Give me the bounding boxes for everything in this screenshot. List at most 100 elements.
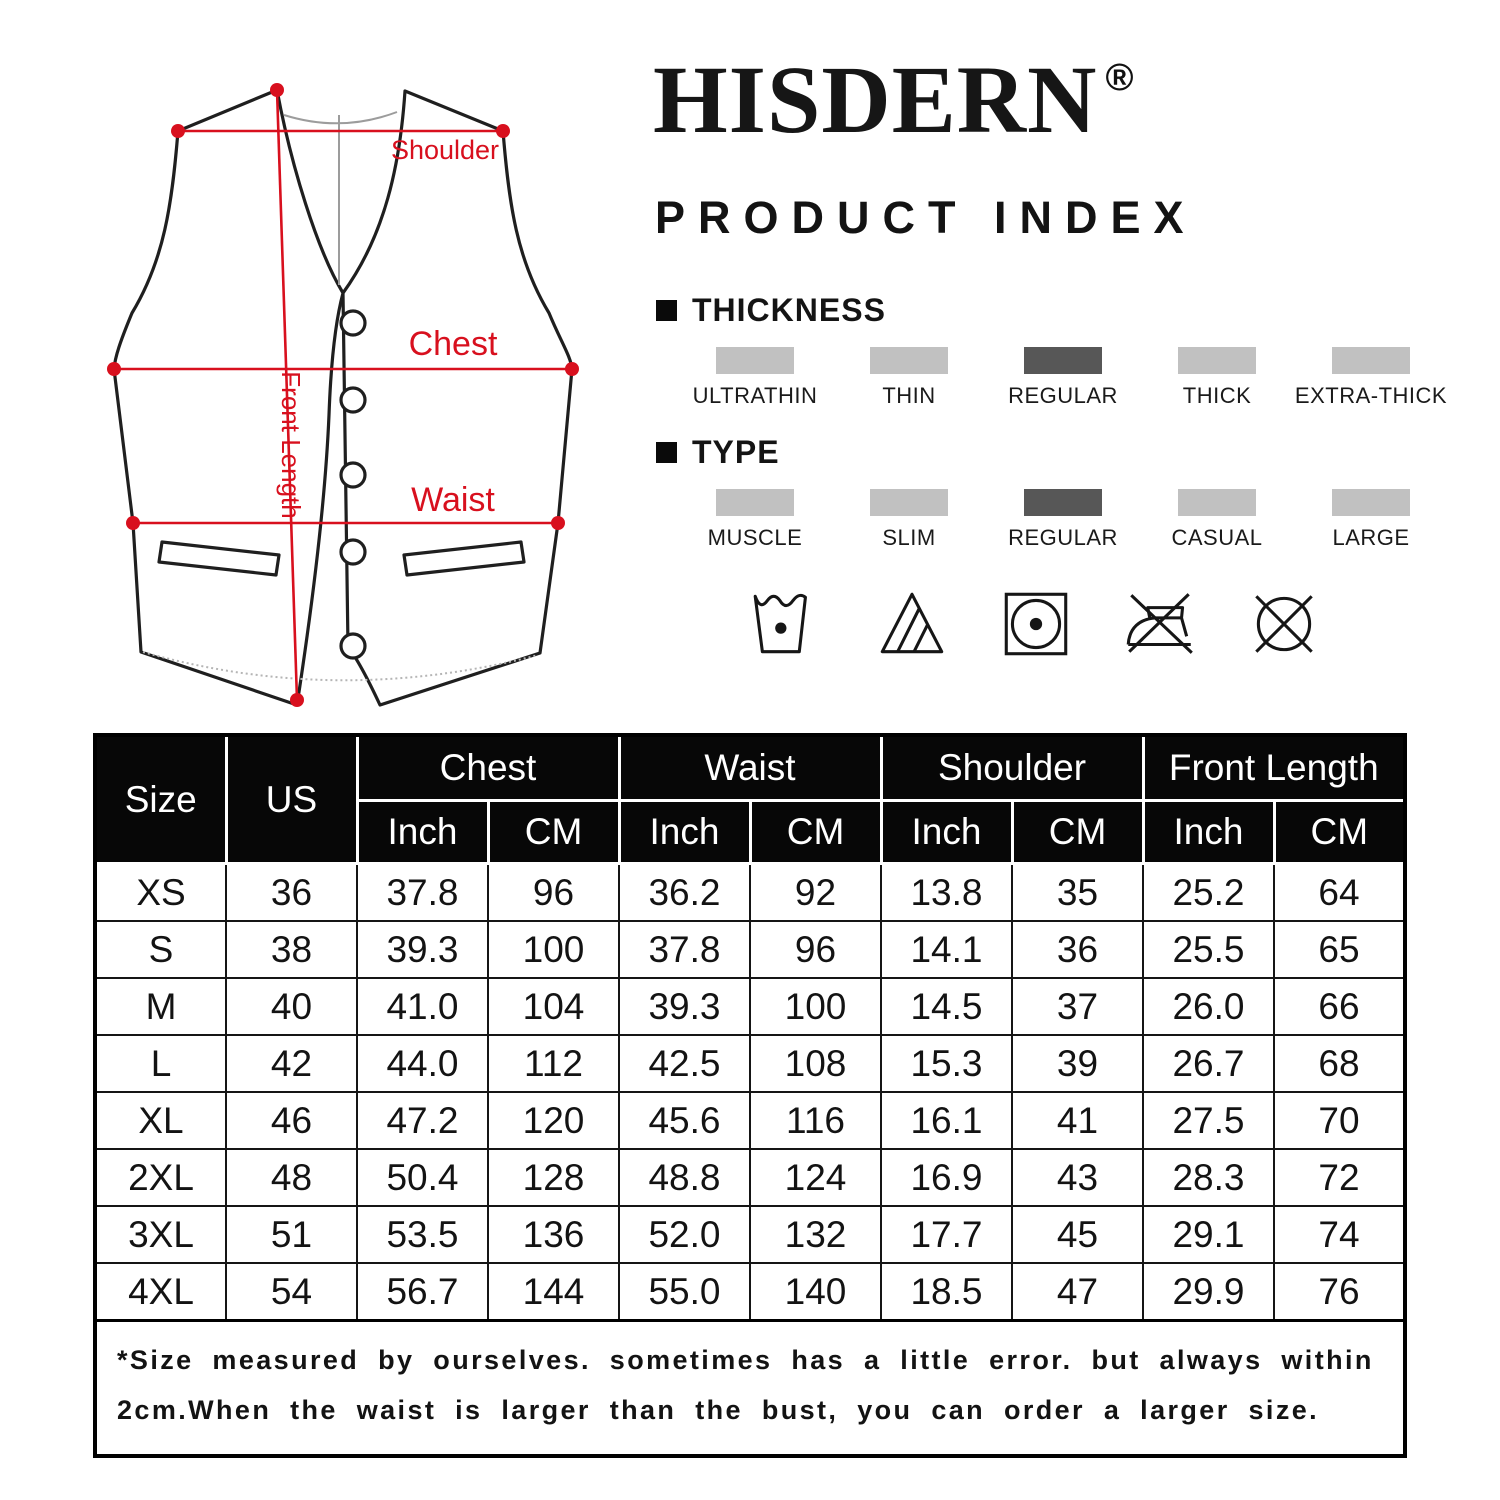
swatch (870, 489, 948, 516)
subheader-inch: Inch (1141, 799, 1276, 865)
measurement-cell: 51 (225, 1205, 358, 1264)
measure-dot (565, 362, 579, 376)
bullet-square-icon (656, 300, 677, 321)
vest-buttons (339, 309, 367, 660)
vest-right-panel (341, 89, 574, 707)
measurement-cell: 40 (225, 977, 358, 1036)
button (339, 461, 367, 489)
swatch-label: EXTRA-THICK (1294, 383, 1448, 408)
measurement-cell: 27.5 (1142, 1091, 1275, 1150)
size-row-4xl: 4XL 54 56.7 144 55.0 140 18.5 47 29.9 76 (94, 1262, 1406, 1322)
size-row-m: M 40 41.0 104 39.3 100 14.5 37 26.0 66 (94, 977, 1406, 1036)
measurement-cell: 47.2 (356, 1091, 489, 1150)
care-cell (974, 583, 1098, 665)
size-cell: M (94, 977, 227, 1036)
measure-dot (126, 516, 140, 530)
size-row-2xl: 2XL 48 50.4 128 48.8 124 16.9 43 28.3 72 (94, 1148, 1406, 1207)
type-section-header: TYPE (656, 434, 780, 471)
right-pocket (402, 540, 526, 577)
header-front-length: Front Length (1141, 733, 1407, 802)
measurement-cell: 144 (487, 1262, 620, 1322)
size-note-line-2: 2cm.When the waist is larger than the bu… (117, 1394, 1320, 1425)
option-regular: REGULAR (986, 347, 1140, 409)
collar-back-seam (283, 111, 398, 125)
measurement-cell: 45 (1011, 1205, 1144, 1264)
swatch-selected (1024, 347, 1102, 374)
swatch-label: SLIM (882, 525, 936, 550)
swatch (716, 347, 794, 374)
measurement-cell: 48.8 (618, 1148, 751, 1207)
care-cell (850, 583, 974, 665)
measurement-cell: 36 (1011, 920, 1144, 979)
do-not-dry-clean-icon (1255, 595, 1313, 653)
registered-trademark-icon: ® (1105, 57, 1134, 99)
subheader-cm: CM (1272, 799, 1407, 865)
header-us: US (224, 733, 359, 865)
measurement-cell: 124 (749, 1148, 882, 1207)
swatch-label: THICK (1182, 383, 1252, 408)
measurement-cell: 136 (487, 1205, 620, 1264)
bullet-square-icon (656, 442, 677, 463)
measurement-cell: 42.5 (618, 1034, 751, 1093)
button (339, 309, 367, 337)
care-cell (1098, 583, 1222, 665)
size-row-s: S 38 39.3 100 37.8 96 14.1 36 25.5 65 (94, 920, 1406, 979)
measurement-cell: 16.1 (880, 1091, 1013, 1150)
front-length-label: Front Length (276, 371, 306, 518)
button (339, 386, 367, 414)
measurement-cell: 41.0 (356, 977, 489, 1036)
brand-logo: HISDERN (653, 46, 1098, 153)
option-large: LARGE (1294, 489, 1448, 551)
size-chart-body: XS 36 37.8 96 36.2 92 13.8 35 25.2 64 S 38 39.3 100 37… (94, 862, 1406, 1322)
brand-block: HISDERN ® (653, 50, 1133, 150)
type-scale: MUSCLE SLIM REGULAR CASUAL LARGE (678, 489, 1448, 551)
measurement-overlay: Shoulder Chest Waist Front Length (107, 83, 579, 707)
option-slim: SLIM (832, 489, 986, 551)
header-chest: Chest (355, 733, 621, 802)
measurement-cell: 18.5 (880, 1262, 1013, 1322)
measurement-cell: 35 (1011, 862, 1144, 922)
measurement-cell: 55.0 (618, 1262, 751, 1322)
measurement-cell: 46 (225, 1091, 358, 1150)
size-cell: 3XL (94, 1205, 227, 1264)
measurement-cell: 96 (487, 862, 620, 922)
size-cell: S (94, 920, 227, 979)
swatch (1178, 489, 1256, 516)
measurement-cell: 37 (1011, 977, 1144, 1036)
shoulder-label: Shoulder (391, 135, 499, 165)
vest-left-panel (112, 88, 345, 707)
thickness-section-header: THICKNESS (656, 292, 886, 329)
measurement-cell: 104 (487, 977, 620, 1036)
chest-label: Chest (409, 325, 498, 363)
option-regular: REGULAR (986, 489, 1140, 551)
thickness-scale: ULTRATHIN THIN REGULAR THICK EXTRA-THICK (678, 347, 1448, 409)
tumble-dry-icon (1004, 592, 1068, 656)
measurement-cell: 14.1 (880, 920, 1013, 979)
option-muscle: MUSCLE (678, 489, 832, 551)
size-cell: 2XL (94, 1148, 227, 1207)
page-title: PRODUCT INDEX (655, 192, 1197, 243)
measurement-cell: 108 (749, 1034, 882, 1093)
size-chart-table: Size US Chest Waist Shoulder Front Lengt… (93, 733, 1407, 1458)
measurement-cell: 50.4 (356, 1148, 489, 1207)
measurement-cell: 43 (1011, 1148, 1144, 1207)
measurement-cell: 132 (749, 1205, 882, 1264)
size-cell: XL (94, 1091, 227, 1150)
swatch-label: ULTRATHIN (692, 383, 818, 408)
swatch (870, 347, 948, 374)
measure-dot (551, 516, 565, 530)
measurement-cell: 65 (1273, 920, 1406, 979)
option-casual: CASUAL (1140, 489, 1294, 551)
measurement-cell: 29.1 (1142, 1205, 1275, 1264)
measurement-cell: 52.0 (618, 1205, 751, 1264)
size-chart-header: Size US Chest Waist Shoulder Front Lengt… (93, 733, 1407, 865)
machine-wash-icon (753, 593, 807, 654)
measurement-cell: 70 (1273, 1091, 1406, 1150)
measure-dot (290, 693, 304, 707)
measure-dot (496, 124, 510, 138)
swatch-label: LARGE (1332, 525, 1410, 550)
size-row-3xl: 3XL 51 53.5 136 52.0 132 17.7 45 29.1 74 (94, 1205, 1406, 1264)
care-cell (726, 583, 850, 665)
measurement-cell: 74 (1273, 1205, 1406, 1264)
